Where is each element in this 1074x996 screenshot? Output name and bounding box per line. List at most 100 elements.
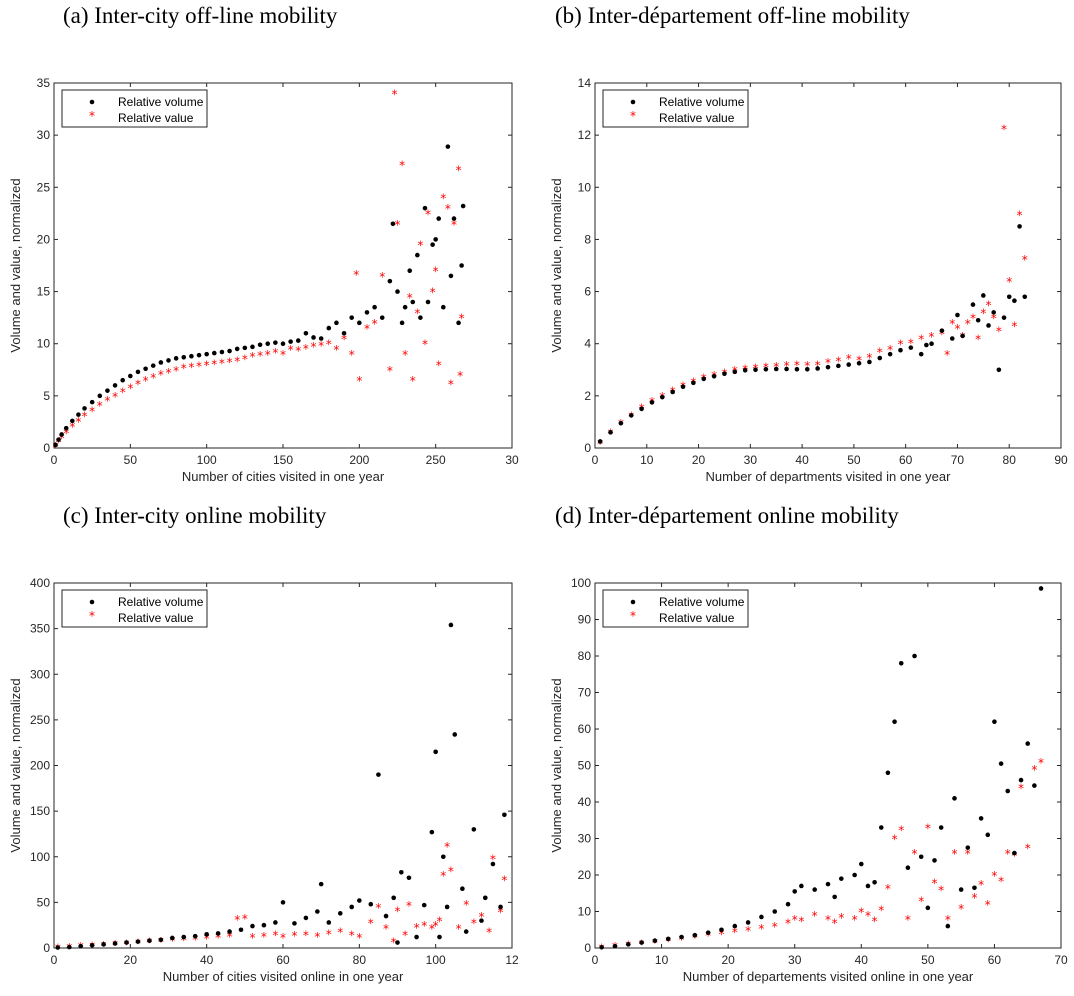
- plot-c-volume-point: [498, 904, 503, 910]
- plot-a-ylabel: Volume and value, normalized: [8, 178, 23, 352]
- plot-a-volume-point: [303, 330, 309, 336]
- plot-b-legend-volume-marker: [630, 99, 636, 105]
- plot-b-volume-point: [784, 366, 789, 372]
- plot-d-value-point: *: [705, 929, 711, 943]
- plot-a-value-point: *: [417, 239, 423, 253]
- plot-c-xtick-label: 100: [426, 953, 446, 967]
- plot-a-value-point: *: [173, 364, 179, 378]
- plot-b-legend-volume-label: Relative volume: [659, 95, 745, 109]
- plot-b-volume-point: [981, 293, 986, 298]
- plot-a-volume-point: [288, 339, 293, 344]
- plot-c-volume-point: [357, 898, 362, 903]
- plot-b-ytick-label: 14: [578, 76, 592, 90]
- plot-b-volume-point: [846, 362, 852, 367]
- plot-c-value-point: *: [192, 933, 198, 947]
- plot-d-volume-point: [625, 942, 631, 947]
- plot-b-value-point: *: [918, 333, 924, 347]
- plot-c-volume-point: [215, 931, 221, 936]
- plot-c-value-point: *: [215, 931, 221, 945]
- plot-a-volume-point: [204, 351, 209, 357]
- plot-d-volume-point: [878, 825, 884, 830]
- plot-b-value-point: *: [825, 356, 831, 370]
- plot-c-ytick-label: 200: [30, 759, 50, 773]
- plot-a-volume-point: [189, 353, 194, 359]
- plot-c-value-point: *: [414, 921, 420, 935]
- plot-b-volume-point: [691, 380, 696, 386]
- plot-a-value-point: *: [349, 348, 355, 362]
- plot-b-volume-point: [680, 384, 686, 390]
- plot-d-volume-point: [852, 872, 857, 878]
- plot-d-value-point: *: [665, 934, 671, 948]
- plot-b-ytick-label: 8: [584, 232, 591, 246]
- plot-d-volume-point: [1018, 777, 1024, 783]
- plot-d-value-point: *: [1018, 781, 1024, 795]
- plot-d-xtick-label: 30: [788, 953, 802, 967]
- plot-b-value-point: *: [804, 359, 810, 373]
- plot-a-volume-point: [89, 399, 95, 405]
- plot-c-value-point: *: [406, 899, 412, 913]
- plot-d-volume-point: [945, 923, 951, 929]
- plot-c-ytick-label: 300: [30, 667, 50, 681]
- plot-c-value-point: *: [375, 901, 381, 915]
- plot-c-value-point: *: [227, 930, 233, 944]
- plot-a-value-point: *: [440, 192, 446, 206]
- plot-a-value-point: *: [341, 333, 347, 347]
- plot-c-volume-point: [349, 904, 355, 910]
- plot-b-xlabel: Number of departments visited in one yea…: [706, 469, 952, 484]
- plot-a-value-point: *: [158, 368, 164, 382]
- plot-a-value-point: *: [457, 369, 463, 383]
- plot-c-value-point: *: [261, 930, 267, 944]
- plot-a-volume-point: [280, 341, 286, 347]
- plot-c-volume-point: [471, 827, 477, 832]
- plot-a-ytick-label: 5: [43, 389, 50, 403]
- plot-d-volume-point: [918, 854, 924, 860]
- plot-d-value-point: *: [692, 931, 698, 945]
- plot-a-volume-point: [227, 348, 232, 354]
- plot-c-value-point: *: [440, 869, 446, 883]
- plot-a-xtick-label: 50: [124, 453, 138, 467]
- plot-b-value-point: *: [944, 348, 950, 362]
- plot-a-value-point: *: [135, 377, 141, 391]
- plot-d-volume-point: [665, 936, 671, 942]
- plot-a-value-point: *: [272, 346, 278, 360]
- plot-a-volume-point: [422, 205, 428, 211]
- plot-c-value-point: *: [498, 906, 504, 920]
- plot-c-volume-point: [502, 812, 507, 818]
- plot-c-ytick-label: 0: [43, 941, 50, 955]
- plot-b-volume-point: [924, 342, 929, 348]
- plot-d-value-point: *: [718, 927, 724, 941]
- plot-b-volume-point: [597, 439, 603, 444]
- plot-c-volume-point: [433, 749, 438, 755]
- plot-d-value-point: *: [679, 933, 685, 947]
- plot-d-volume-point: [938, 825, 944, 830]
- plot-a-volume-point: [459, 263, 464, 268]
- plot-c-value-point: *: [478, 910, 484, 924]
- plot-c-volume-point: [460, 886, 465, 891]
- plot-a-ytick-label: 15: [37, 285, 51, 299]
- plot-b-volume-point: [753, 367, 758, 373]
- plot-d-ytick-label: 0: [584, 941, 591, 955]
- plot-c-axes-box: [53, 582, 513, 949]
- plot-a-value-point: *: [425, 207, 431, 221]
- plot-c-volume-point: [479, 918, 484, 923]
- plot-a-value-point: *: [288, 343, 294, 357]
- plot-c-value-point: *: [291, 929, 297, 943]
- plot-c-value-point: *: [272, 928, 278, 942]
- plot-c-xtick-label: 0: [51, 953, 58, 967]
- plot-c-value-point: *: [456, 922, 462, 936]
- plot-b-volume-point: [618, 420, 624, 426]
- plot-d-value-point: *: [812, 909, 818, 923]
- plot-b-value-point: *: [996, 325, 1002, 339]
- plot-c-volume-point: [78, 943, 84, 949]
- plot-a-volume-point: [56, 437, 61, 442]
- plot-b-value-point: *: [597, 437, 603, 451]
- plot-c-volume-point: [66, 944, 72, 950]
- plot-d-volume-point: [892, 719, 897, 724]
- plot-c-value-point: *: [242, 912, 248, 926]
- plot-c-value-point: *: [337, 926, 343, 940]
- plot-b-value-point: *: [991, 312, 997, 326]
- plot-b-xtick-label: 90: [1054, 453, 1068, 467]
- plot-a-value-point: *: [211, 358, 217, 372]
- plot-a-volume-point: [341, 330, 347, 336]
